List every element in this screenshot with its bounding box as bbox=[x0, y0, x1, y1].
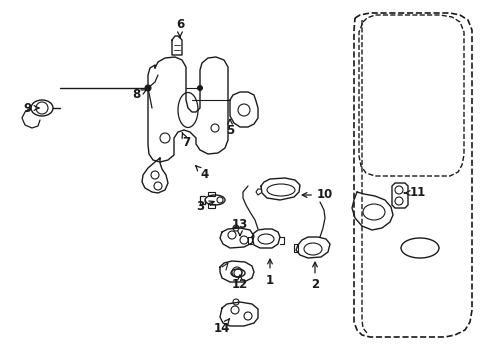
Text: 1: 1 bbox=[265, 259, 273, 287]
Text: 14: 14 bbox=[213, 319, 230, 334]
Text: 10: 10 bbox=[302, 189, 332, 202]
Text: 2: 2 bbox=[310, 262, 318, 292]
Text: 11: 11 bbox=[404, 186, 425, 199]
Text: 13: 13 bbox=[231, 219, 247, 235]
Circle shape bbox=[145, 85, 151, 91]
Text: 12: 12 bbox=[231, 275, 247, 292]
Text: 7: 7 bbox=[182, 132, 190, 148]
Text: 4: 4 bbox=[195, 166, 209, 181]
Text: 9: 9 bbox=[24, 102, 39, 114]
Polygon shape bbox=[391, 183, 407, 208]
Circle shape bbox=[197, 85, 202, 90]
Text: 6: 6 bbox=[176, 18, 184, 37]
Text: 3: 3 bbox=[196, 201, 214, 213]
Text: 5: 5 bbox=[225, 120, 234, 136]
Text: 8: 8 bbox=[132, 89, 146, 102]
